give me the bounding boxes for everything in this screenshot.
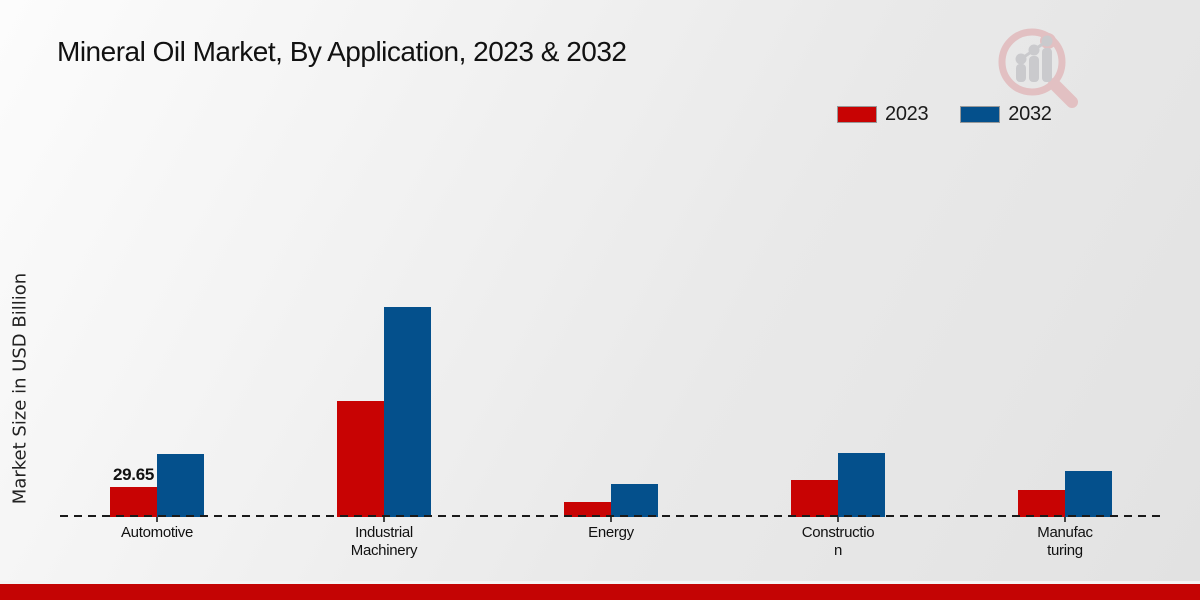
bar-value-label: 29.65 <box>112 465 155 484</box>
bar-2032-construction <box>838 453 885 517</box>
legend-item-2032: 2032 <box>961 103 1052 126</box>
bar-2023-automotive <box>110 487 157 517</box>
bar-2023-energy <box>564 502 611 517</box>
x-axis-tick <box>383 517 385 522</box>
chart-title: Mineral Oil Market, By Application, 2023… <box>57 36 627 67</box>
bar-2023-construction <box>791 480 838 517</box>
category-label-construction: Constructio n <box>801 524 875 559</box>
category-label-automotive: Automotive <box>120 524 194 541</box>
bar-2032-energy <box>611 484 658 517</box>
legend-label-2023: 2023 <box>885 103 929 125</box>
x-axis-tick <box>610 517 612 522</box>
footer-stripe <box>0 584 1200 600</box>
legend-swatch-2023 <box>838 107 876 122</box>
legend-item-2023: 2023 <box>838 103 929 126</box>
x-axis-tick <box>156 517 158 522</box>
bar-2032-automotive <box>157 454 204 517</box>
legend: 2023 2032 <box>838 103 1052 126</box>
category-label-manufacturing: Manufac turing <box>1037 524 1093 559</box>
category-label-industrial-machinery: Industrial Machinery <box>350 524 418 559</box>
x-axis-baseline <box>60 515 1160 517</box>
bar-2032-industrial-machinery <box>384 307 431 517</box>
x-axis-tick <box>837 517 839 522</box>
legend-label-2032: 2032 <box>1008 103 1052 125</box>
bar-2032-manufacturing <box>1065 471 1112 517</box>
x-axis-tick <box>1064 517 1066 522</box>
bar-2023-industrial-machinery <box>337 401 384 517</box>
legend-swatch-2032 <box>961 107 1000 122</box>
magnifier-bar-chart-logo-icon <box>998 28 1078 108</box>
footer-gap <box>0 581 1200 584</box>
category-label-energy: Energy <box>588 524 634 541</box>
bar-2023-manufacturing <box>1018 490 1065 517</box>
